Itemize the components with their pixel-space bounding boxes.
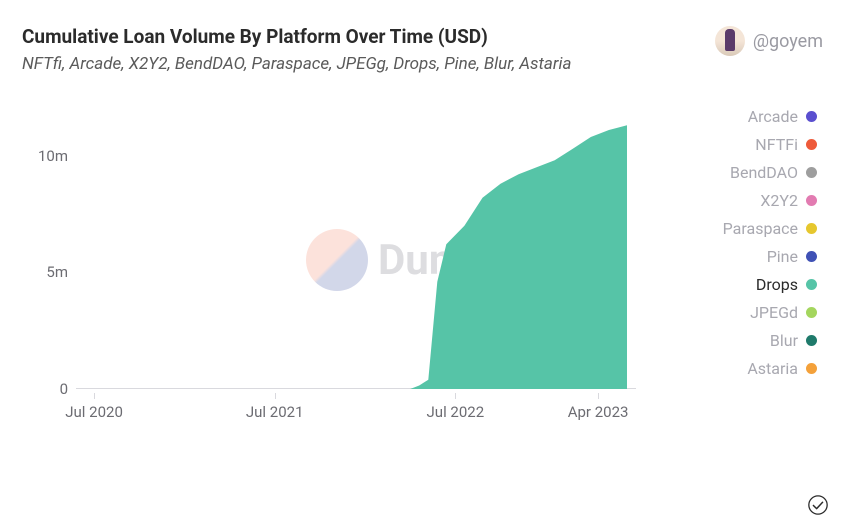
author-link[interactable]: @goyem bbox=[715, 26, 823, 56]
legend-item-blur[interactable]: Blur bbox=[770, 331, 817, 350]
x-tick-mark bbox=[275, 393, 276, 399]
title-block: Cumulative Loan Volume By Platform Over … bbox=[22, 24, 715, 77]
legend-label: NFTFi bbox=[755, 135, 798, 154]
legend-item-nftfi[interactable]: NFTFi bbox=[755, 135, 817, 154]
legend-item-pine[interactable]: Pine bbox=[767, 247, 817, 266]
x-tick-mark bbox=[94, 393, 95, 399]
legend-dot-icon bbox=[806, 167, 817, 178]
x-tick-mark bbox=[455, 393, 456, 399]
y-tick-label: 0 bbox=[60, 380, 68, 398]
legend-item-jpegd[interactable]: JPEGd bbox=[750, 303, 817, 322]
x-tick-label: Apr 2023 bbox=[568, 403, 629, 421]
chart-subtitle: NFTfi, Arcade, X2Y2, BendDAO, Paraspace,… bbox=[22, 52, 662, 78]
avatar bbox=[715, 26, 745, 56]
legend-dot-icon bbox=[806, 139, 817, 150]
legend-label: Pine bbox=[767, 247, 798, 266]
x-tick-label: Jul 2021 bbox=[246, 403, 304, 421]
legend-dot-icon bbox=[806, 363, 817, 374]
y-tick-label: 5m bbox=[46, 263, 68, 281]
legend-dot-icon bbox=[806, 335, 817, 346]
legend-label: Astaria bbox=[747, 359, 798, 378]
chart-card: Cumulative Loan Volume By Platform Over … bbox=[0, 0, 845, 528]
area-series-drops bbox=[76, 125, 627, 389]
legend-item-astaria[interactable]: Astaria bbox=[747, 359, 817, 378]
legend-label: X2Y2 bbox=[760, 191, 798, 210]
legend-label: Paraspace bbox=[723, 219, 798, 238]
area-chart-svg bbox=[76, 109, 636, 389]
legend-dot-icon bbox=[806, 111, 817, 122]
legend-label: Blur bbox=[770, 331, 798, 350]
legend-dot-icon bbox=[806, 251, 817, 262]
chart-title: Cumulative Loan Volume By Platform Over … bbox=[22, 24, 715, 50]
author-handle: @goyem bbox=[753, 31, 823, 52]
x-tick-mark bbox=[598, 393, 599, 399]
header-row: Cumulative Loan Volume By Platform Over … bbox=[22, 24, 823, 77]
legend-dot-icon bbox=[806, 279, 817, 290]
legend: Arcade NFTFi BendDAO X2Y2 Paraspace Pine Drops… bbox=[676, 107, 823, 439]
legend-dot-icon bbox=[806, 223, 817, 234]
legend-label: BendDAO bbox=[730, 163, 798, 182]
y-axis: 05m10m bbox=[22, 109, 76, 389]
legend-label: Arcade bbox=[748, 107, 798, 126]
legend-item-arcade[interactable]: Arcade bbox=[748, 107, 817, 126]
legend-label: Drops bbox=[756, 275, 798, 294]
x-tick-label: Jul 2020 bbox=[65, 403, 123, 421]
verified-check-icon bbox=[807, 494, 829, 516]
chart-wrap: 0 5m 10m Dune Jul 2020 Jul 2021 Jul 2022 Apr … bbox=[22, 109, 652, 439]
legend-dot-icon bbox=[806, 195, 817, 206]
legend-item-x2y2[interactable]: X2Y2 bbox=[760, 191, 817, 210]
y-tick-label: 10m bbox=[38, 147, 68, 165]
x-axis: Jul 2020Jul 2021Jul 2022Apr 2023 bbox=[76, 393, 636, 439]
legend-item-benddao[interactable]: BendDAO bbox=[730, 163, 817, 182]
x-tick-label: Jul 2022 bbox=[427, 403, 485, 421]
legend-item-drops[interactable]: Drops bbox=[756, 275, 817, 294]
plot-area: 0 5m 10m Dune Jul 2020 Jul 2021 Jul 2022 Apr … bbox=[22, 109, 823, 439]
legend-item-paraspace[interactable]: Paraspace bbox=[723, 219, 817, 238]
chart-canvas[interactable]: Dune bbox=[76, 109, 636, 389]
legend-dot-icon bbox=[806, 307, 817, 318]
legend-label: JPEGd bbox=[750, 303, 798, 322]
